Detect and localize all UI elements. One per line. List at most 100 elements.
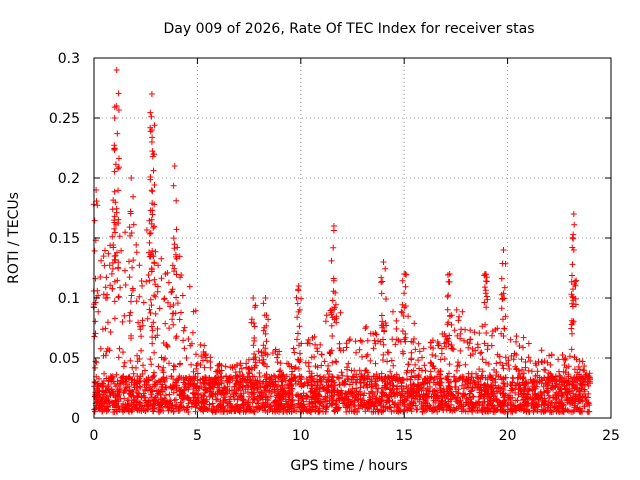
data-point xyxy=(162,400,169,406)
data-point xyxy=(460,391,467,398)
data-point xyxy=(118,247,125,254)
data-point xyxy=(262,330,269,337)
data-point xyxy=(391,391,397,398)
data-point xyxy=(126,274,133,281)
data-point xyxy=(499,260,506,267)
data-point xyxy=(128,292,135,299)
data-point xyxy=(265,389,272,396)
data-point xyxy=(179,292,186,299)
data-point xyxy=(401,290,408,297)
data-point xyxy=(415,374,422,381)
data-point xyxy=(462,378,469,385)
data-point xyxy=(399,348,406,355)
data-point xyxy=(563,378,570,384)
data-point xyxy=(435,369,442,376)
data-point xyxy=(277,360,284,367)
data-point xyxy=(481,271,488,277)
data-point xyxy=(276,368,283,375)
data-point xyxy=(340,347,347,354)
data-point xyxy=(173,333,180,340)
data-point xyxy=(418,401,425,407)
data-point xyxy=(476,366,483,373)
data-point xyxy=(413,383,420,390)
data-point xyxy=(446,271,453,277)
data-point xyxy=(491,408,498,415)
data-point xyxy=(357,395,364,402)
data-point xyxy=(380,336,386,343)
data-point xyxy=(360,383,367,390)
data-point xyxy=(445,292,452,299)
data-point xyxy=(263,322,270,329)
data-point xyxy=(106,389,113,396)
data-point xyxy=(493,372,500,379)
data-point xyxy=(119,373,126,380)
data-point xyxy=(203,351,209,358)
data-point xyxy=(234,361,241,368)
data-point xyxy=(345,402,351,409)
data-point xyxy=(250,320,257,327)
data-point xyxy=(308,382,315,389)
data-point xyxy=(110,197,117,204)
data-point xyxy=(255,406,261,413)
data-point xyxy=(158,275,165,282)
data-point xyxy=(111,278,118,285)
data-point xyxy=(242,377,249,384)
data-point xyxy=(146,277,153,284)
data-point xyxy=(452,378,459,385)
data-point xyxy=(293,294,300,301)
data-point xyxy=(149,188,156,195)
data-point xyxy=(312,341,319,348)
data-point xyxy=(146,230,153,237)
data-point xyxy=(192,307,199,314)
x-tick-label: 0 xyxy=(90,428,99,444)
data-point xyxy=(420,345,427,352)
data-point xyxy=(336,375,342,382)
data-point xyxy=(317,381,324,388)
data-point xyxy=(224,389,231,396)
data-point xyxy=(558,392,565,399)
data-point xyxy=(216,361,223,368)
data-point xyxy=(514,375,521,381)
data-point xyxy=(484,388,491,394)
data-point xyxy=(508,385,515,392)
data-point xyxy=(133,392,140,399)
data-point xyxy=(481,340,488,347)
data-point xyxy=(449,391,455,398)
data-point xyxy=(232,369,239,376)
data-point xyxy=(190,389,197,396)
data-point xyxy=(378,397,385,404)
data-point xyxy=(500,394,507,401)
data-point xyxy=(200,357,206,364)
data-point xyxy=(291,349,298,356)
data-point xyxy=(109,233,116,240)
data-point xyxy=(165,279,172,286)
data-point xyxy=(479,368,486,375)
data-point xyxy=(131,397,138,404)
data-point xyxy=(489,375,496,382)
y-tick-labels: 0 0.05 0.1 0.15 0.2 0.25 0.3 xyxy=(49,51,80,427)
data-point xyxy=(190,368,197,375)
data-point xyxy=(296,342,302,349)
axis-ticks xyxy=(93,57,612,419)
data-point xyxy=(218,377,225,384)
data-point xyxy=(380,341,387,348)
data-point xyxy=(250,355,257,362)
data-point xyxy=(389,377,396,384)
data-point xyxy=(111,298,118,305)
data-point xyxy=(467,388,474,395)
data-point xyxy=(305,359,312,366)
data-point xyxy=(421,362,428,369)
data-point xyxy=(501,325,508,332)
data-point xyxy=(362,325,369,332)
data-point xyxy=(260,349,267,356)
data-point xyxy=(274,403,281,410)
data-point xyxy=(130,403,137,410)
data-point xyxy=(220,391,227,398)
data-point xyxy=(468,405,475,412)
data-point xyxy=(402,390,409,397)
data-point xyxy=(292,364,299,371)
y-tick-label: 0.25 xyxy=(49,111,80,127)
data-point xyxy=(200,380,207,387)
data-point xyxy=(129,264,136,271)
data-point xyxy=(535,358,542,365)
